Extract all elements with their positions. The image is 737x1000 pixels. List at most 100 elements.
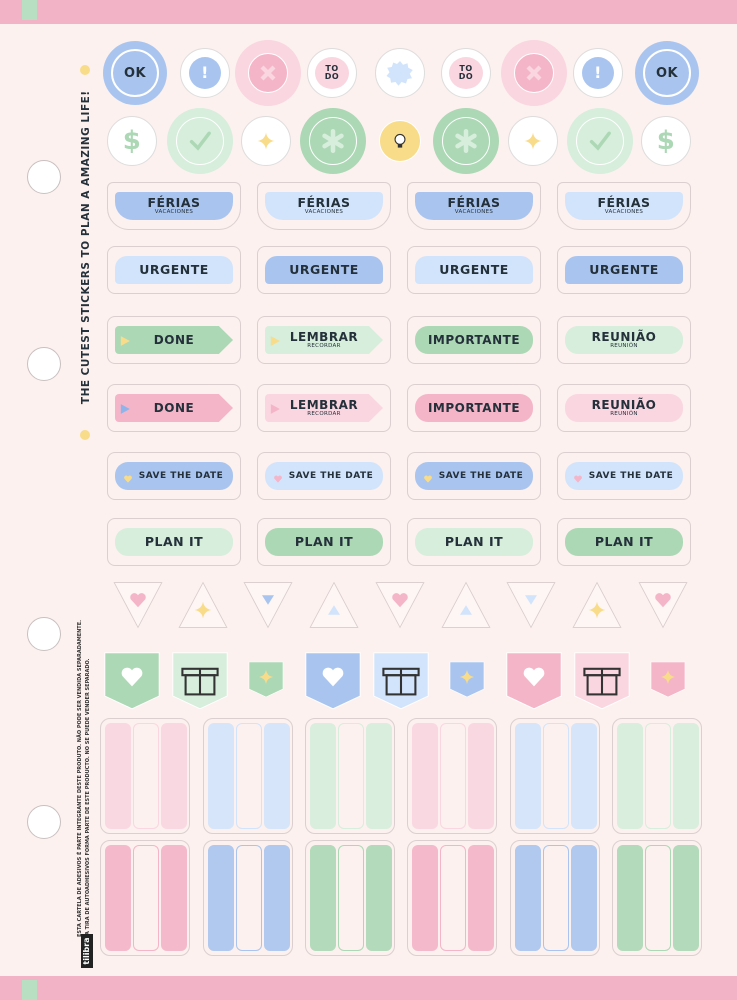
heart-icon bbox=[572, 470, 584, 483]
tab bbox=[440, 723, 466, 829]
shield-sticker bbox=[570, 642, 634, 718]
sparkle-icon-svg bbox=[524, 132, 542, 150]
badge-icon-svg bbox=[386, 61, 413, 86]
circle-sticker: OK bbox=[111, 49, 159, 97]
triangle-sticker bbox=[501, 577, 561, 633]
tab bbox=[515, 845, 541, 951]
label-text: LEMBRAR bbox=[289, 397, 359, 412]
play-icon bbox=[118, 401, 132, 415]
label-text: FÉRIAS bbox=[447, 194, 501, 210]
tab bbox=[264, 723, 290, 829]
bottom-strip bbox=[0, 976, 737, 1000]
label-sticker: SAVE THE DATE bbox=[415, 462, 533, 490]
label-subtext: VACACIONES bbox=[304, 209, 344, 215]
label-text: LEMBRAR bbox=[289, 329, 359, 344]
label-text: DONE bbox=[153, 333, 195, 347]
sticker-outline bbox=[407, 316, 541, 364]
shield-sticker bbox=[447, 656, 487, 702]
x-icon-svg bbox=[260, 65, 276, 81]
badge-icon bbox=[385, 58, 415, 88]
asterisk-icon-svg bbox=[322, 128, 344, 154]
x-icon bbox=[256, 61, 280, 85]
tab bbox=[440, 845, 466, 951]
label-sticker: FÉRIAS VACACIONES bbox=[265, 192, 383, 220]
shield-sticker-svg bbox=[172, 652, 228, 710]
shield-sticker bbox=[100, 642, 164, 718]
sticker-outline bbox=[257, 384, 391, 432]
x-icon-svg bbox=[526, 65, 542, 81]
sticker-outline bbox=[257, 182, 391, 230]
tab bbox=[571, 845, 597, 951]
label-text: URGENTE bbox=[439, 261, 509, 277]
triangle-icon-svg bbox=[130, 593, 146, 608]
tab-strip bbox=[407, 718, 497, 834]
sparkle-icon-svg bbox=[257, 132, 275, 150]
label-sticker: DONE bbox=[115, 394, 233, 422]
triangle-icon bbox=[454, 598, 478, 622]
label-sticker: FÉRIAS VACACIONES bbox=[115, 192, 233, 220]
label-sticker: LEMBRAR RECORDAR bbox=[265, 394, 383, 422]
triangle-icon-svg bbox=[262, 595, 274, 605]
triangle-sticker-svg bbox=[506, 582, 556, 629]
play-icon-svg bbox=[120, 404, 130, 414]
label-text: FÉRIAS bbox=[597, 194, 651, 210]
triangle-sticker-svg bbox=[243, 582, 293, 629]
circle-sticker: ! bbox=[582, 57, 614, 89]
sticker-outline bbox=[107, 384, 241, 432]
sticker-outline bbox=[107, 182, 241, 230]
tab-strip bbox=[510, 718, 600, 834]
tab bbox=[105, 845, 131, 951]
triangle-icon bbox=[388, 588, 412, 612]
sparkle-icon bbox=[254, 129, 278, 153]
triangle-sticker bbox=[304, 577, 364, 633]
shield-sticker bbox=[502, 642, 566, 718]
brand-logo: tilibra bbox=[81, 934, 93, 968]
label-sticker: REUNIÃO REUNIÓN bbox=[565, 326, 683, 354]
tab bbox=[338, 723, 364, 829]
circle-sticker: TO DO bbox=[449, 57, 483, 89]
sticker-outline bbox=[557, 452, 691, 500]
play-icon-svg bbox=[270, 404, 280, 414]
sticker-outline bbox=[407, 246, 541, 294]
triangle-icon bbox=[585, 598, 609, 622]
heart-icon-svg bbox=[274, 475, 282, 483]
label-subtext: REUNIÓN bbox=[610, 342, 638, 349]
corner-tab bbox=[22, 0, 37, 20]
shield-sticker bbox=[168, 642, 232, 718]
triangle-icon-svg bbox=[460, 605, 472, 615]
triangle-icon bbox=[322, 598, 346, 622]
x-icon bbox=[522, 61, 546, 85]
tab-strip bbox=[100, 840, 190, 956]
dot bbox=[80, 430, 90, 440]
label-text: PLAN IT bbox=[144, 533, 204, 549]
tab-strip bbox=[203, 718, 293, 834]
label-text: URGENTE bbox=[139, 261, 209, 277]
legal-text: ESTA TIRA DE AUTOADHESIVOS FORMA PARTE D… bbox=[85, 658, 91, 945]
shield-sticker-svg bbox=[574, 652, 630, 710]
label-subtext: VACACIONES bbox=[604, 209, 644, 215]
check-icon-svg bbox=[189, 131, 211, 151]
shield-sticker-svg bbox=[305, 652, 361, 710]
label-text: PLAN IT bbox=[294, 533, 354, 549]
sticker-outline bbox=[407, 518, 541, 566]
label-text: SAVE THE DATE bbox=[138, 470, 224, 481]
tab bbox=[236, 723, 262, 829]
label-sticker: IMPORTANTE bbox=[415, 394, 533, 422]
tab bbox=[673, 723, 699, 829]
label-subtext: VACACIONES bbox=[454, 209, 494, 215]
circle-sticker: $ bbox=[107, 116, 157, 166]
tab bbox=[133, 723, 159, 829]
tab bbox=[468, 723, 494, 829]
sticker-outline bbox=[557, 316, 691, 364]
label-sticker: URGENTE bbox=[415, 256, 533, 284]
label-sticker: SAVE THE DATE bbox=[565, 462, 683, 490]
tab bbox=[366, 723, 392, 829]
triangle-sticker-svg bbox=[309, 581, 359, 628]
play-icon bbox=[268, 333, 282, 347]
triangle-icon bbox=[256, 588, 280, 612]
triangle-icon-svg bbox=[392, 593, 408, 608]
label-text: URGENTE bbox=[589, 261, 659, 277]
label-text: FÉRIAS bbox=[147, 194, 201, 210]
tab bbox=[161, 845, 187, 951]
sticker-outline bbox=[107, 452, 241, 500]
